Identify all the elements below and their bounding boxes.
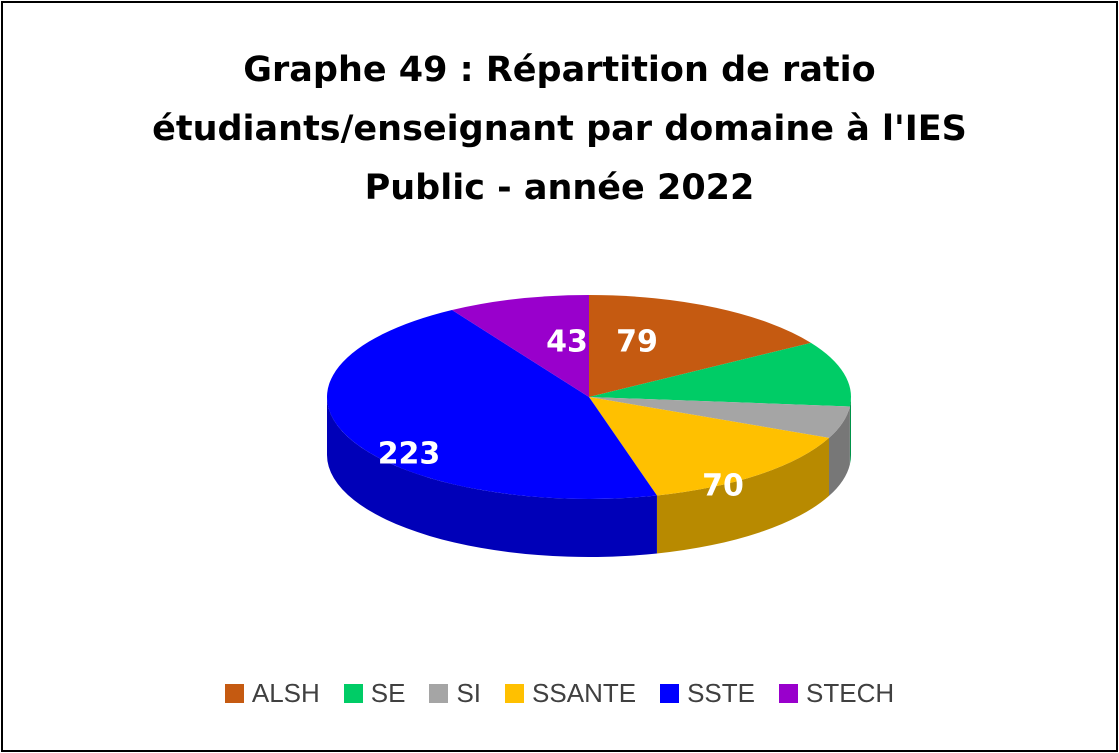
chart-title: Graphe 49 : Répartition de ratio étudian… [3, 41, 1116, 218]
legend-swatch-stech [779, 683, 798, 703]
legend-item-se: SE [343, 677, 406, 709]
pie-side-sste [327, 397, 657, 557]
pie-side-si [829, 406, 850, 496]
legend-item-stech: STECH [779, 678, 894, 709]
legend-item-si: SI [429, 678, 481, 709]
pie-slice-ssante [589, 397, 830, 496]
legend-label-alsh: ALSH [251, 677, 320, 708]
legend-item-ssante: SSANTE [505, 678, 636, 709]
legend-swatch-ssante [505, 683, 525, 703]
pie-slice-stech [451, 295, 589, 397]
legend-swatch-sste [660, 683, 680, 703]
pie-side-ssante [656, 437, 830, 554]
legend-label-ssante: SSANTE [532, 677, 637, 708]
legend-swatch-alsh [224, 683, 244, 703]
pie-side-se [849, 397, 851, 465]
pie-chart: 79 70 223 43 [326, 295, 851, 557]
data-label-alsh: 79 [616, 325, 658, 360]
legend-label-stech: STECH [806, 677, 895, 708]
legend-label-si: SI [456, 677, 482, 708]
legend-label-sste: SSTE [687, 677, 755, 708]
legend-swatch-si [429, 683, 449, 703]
pie-slice-sste [326, 310, 657, 500]
pie-slice-alsh [589, 295, 812, 397]
data-label-sste: 223 [378, 437, 441, 472]
chart-title-line-1: Graphe 49 : Répartition de ratio [243, 50, 876, 90]
data-label-stech: 43 [546, 325, 588, 360]
chart-title-line-2: étudiants/enseignant par domaine à l'IES [152, 109, 967, 149]
legend-item-alsh: ALSH [224, 677, 320, 709]
legend-item-sste: SSTE [660, 678, 755, 709]
data-label-ssante: 70 [702, 469, 744, 504]
pie-slice-se [589, 342, 851, 407]
pie-slice-si [589, 397, 850, 438]
legend-swatch-se [343, 683, 363, 703]
legend-label-se: SE [370, 677, 406, 708]
chart-title-line-3: Public - année 2022 [364, 168, 755, 208]
chart-legend: ALSH SE SI SSANTE SSTE STECH [3, 675, 1116, 711]
